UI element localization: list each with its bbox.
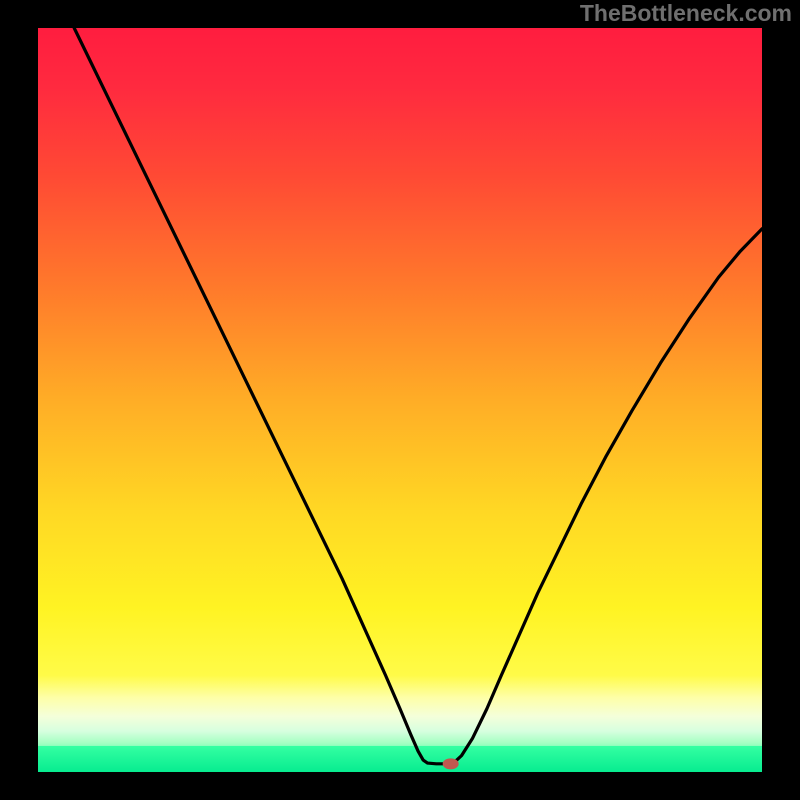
bottleneck-chart <box>0 0 800 800</box>
optimal-point-marker <box>443 758 459 769</box>
chart-frame: TheBottleneck.com <box>0 0 800 800</box>
green-band <box>38 746 762 772</box>
plot-background <box>38 28 762 772</box>
